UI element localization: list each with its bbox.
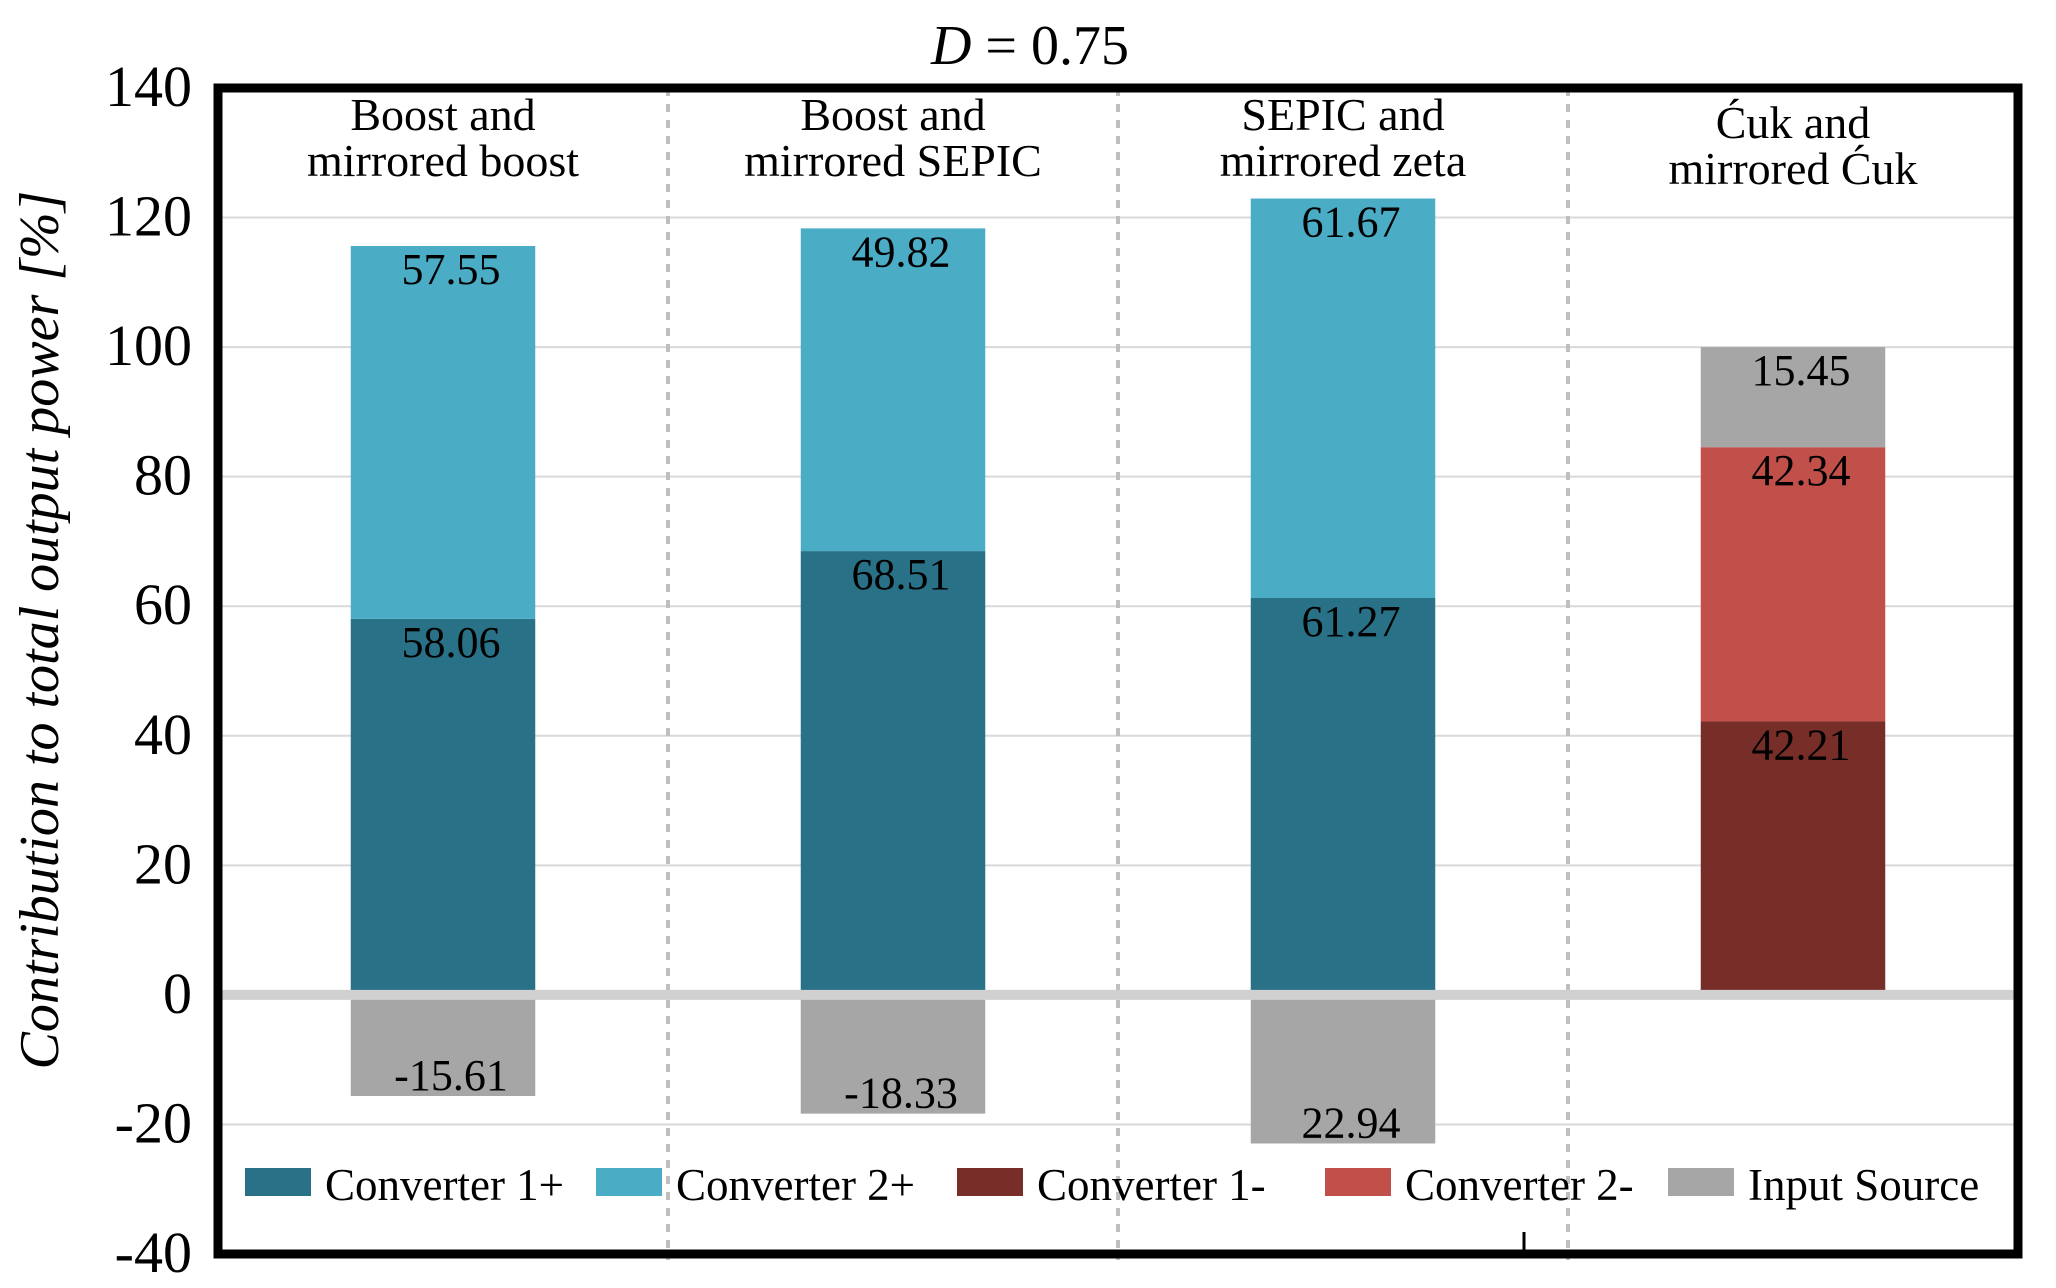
legend-label: Converter 2+: [676, 1160, 915, 1210]
legend-swatch: [1668, 1168, 1734, 1196]
data-label: 42.21: [1752, 720, 1851, 769]
y-tick-label: 140: [105, 54, 192, 119]
category-label: mirrored boost: [307, 135, 579, 186]
category-label: Ćuk and: [1716, 97, 1871, 148]
bar-segment: [1700, 721, 1886, 995]
chart-title: D = 0.75: [930, 15, 1129, 77]
category-label: mirrored SEPIC: [744, 135, 1042, 186]
data-label: -18.33: [844, 1069, 958, 1118]
bar-segment: [800, 551, 986, 995]
y-tick-label: 0: [163, 961, 192, 1026]
bar-segment: [1250, 994, 1436, 1144]
data-label: 22.94: [1302, 1098, 1401, 1147]
y-tick-label: 80: [134, 443, 192, 508]
legend-label: Input Source: [1748, 1160, 1979, 1210]
legend-label: Converter 1+: [325, 1160, 564, 1210]
category-label: mirrored zeta: [1220, 135, 1466, 186]
legend-swatch: [957, 1168, 1023, 1196]
category-separators: [666, 88, 1570, 1260]
category-label: SEPIC and: [1241, 89, 1444, 140]
data-label: 42.34: [1752, 446, 1851, 495]
data-label: 57.55: [402, 245, 501, 294]
y-axis-label: Contribution to total output power [%]: [9, 191, 71, 1070]
y-tick-label: 120: [105, 184, 192, 249]
bar-segment: [1250, 198, 1436, 598]
legend-swatch: [245, 1168, 311, 1196]
plot-frame: [213, 83, 2023, 1259]
y-tick-label: -40: [115, 1220, 192, 1285]
data-label: 15.45: [1752, 346, 1851, 395]
data-label: 58.06: [402, 618, 501, 667]
bar-segment: [350, 618, 536, 995]
chart-title-variable: D: [930, 15, 971, 77]
y-tick-label: 100: [105, 313, 192, 378]
chart-title-value: = 0.75: [971, 15, 1129, 77]
legend-swatch: [1325, 1168, 1391, 1196]
y-axis-ticks: 140 120 100 80 60 40 20 0 -20 -40: [105, 54, 192, 1285]
bar-segment: [800, 994, 986, 1114]
bars: [350, 198, 1886, 1144]
y-tick-label: -20: [115, 1090, 192, 1155]
bar-segment: [1250, 597, 1436, 995]
data-labels: 58.06 57.55 -15.61 68.51 49.82 -18.33 61.27 61.…: [394, 198, 1850, 1148]
category-label: Boost and: [350, 89, 535, 140]
legend-swatch: [596, 1168, 662, 1196]
data-label: 49.82: [852, 227, 951, 276]
y-tick-label: 40: [134, 702, 192, 767]
category-label: mirrored Ćuk: [1668, 143, 1917, 194]
y-tick-label: 60: [134, 572, 192, 637]
bar-segment: [350, 994, 536, 1097]
data-label: 61.67: [1302, 198, 1401, 247]
data-label: 68.51: [852, 550, 951, 599]
category-label: Boost and: [800, 89, 985, 140]
bar-segment: [350, 245, 536, 619]
y-tick-label: 20: [134, 831, 192, 896]
bar-segment: [1700, 347, 1886, 448]
legend: Converter 1+ Converter 2+ Converter 1- Conv…: [245, 1160, 1979, 1210]
data-label: -15.61: [394, 1051, 508, 1100]
legend-label: Converter 1-: [1037, 1160, 1266, 1210]
legend-label: Converter 2-: [1405, 1160, 1634, 1210]
bar-segment: [1700, 447, 1886, 722]
bar-segment: [800, 228, 986, 552]
data-label: 61.27: [1302, 597, 1401, 646]
